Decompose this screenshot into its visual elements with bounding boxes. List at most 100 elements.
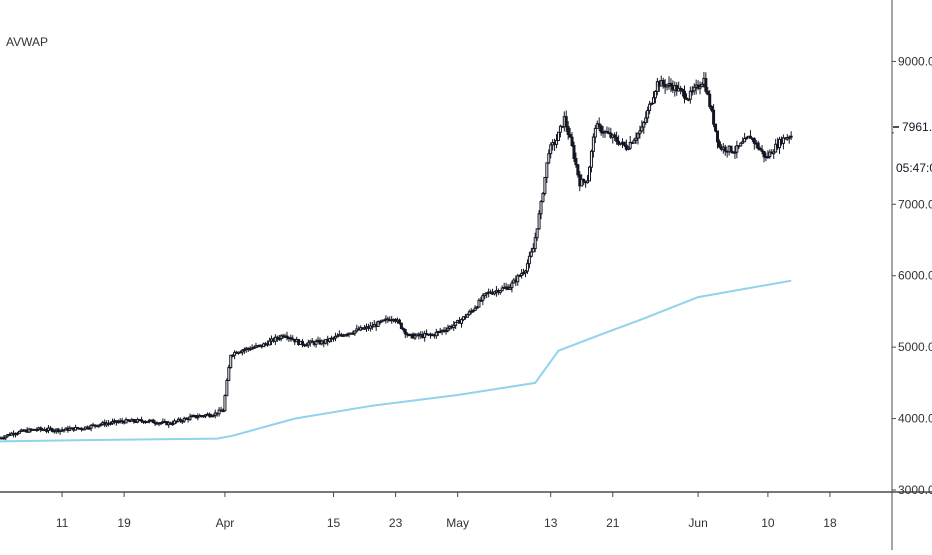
candle-body: [39, 427, 43, 430]
candle-body: [743, 138, 747, 143]
x-tick-label: Jun: [688, 516, 707, 530]
candle-body: [615, 136, 619, 142]
candle-body: [626, 147, 630, 150]
candle-body: [547, 153, 551, 164]
candle-body: [739, 142, 743, 147]
avwap-line: [0, 279, 792, 443]
candle-body: [568, 134, 572, 138]
candle-body: [688, 90, 692, 100]
candle-body: [145, 421, 149, 424]
candle-body: [698, 86, 702, 89]
candle-body: [353, 330, 357, 334]
candle-body: [524, 270, 528, 274]
candle-body: [605, 131, 609, 134]
candle-body: [345, 333, 349, 336]
candle-body: [460, 319, 464, 324]
candle-body: [752, 138, 756, 144]
candle-body: [522, 272, 526, 275]
candle-body: [376, 321, 380, 327]
price-tag[interactable]: 7961.0 05:47:00: [893, 117, 932, 177]
candle-body: [587, 166, 591, 182]
candle-body: [712, 109, 716, 125]
price-tag-background: [894, 117, 932, 177]
candle-body: [756, 142, 760, 149]
candle-body: [434, 331, 438, 337]
candle-body: [397, 319, 401, 324]
candle-body: [628, 142, 632, 149]
candle-body: [50, 428, 54, 432]
candle-body: [564, 116, 568, 128]
candle-body: [489, 291, 493, 294]
candle-body: [403, 329, 407, 335]
candle-body: [582, 178, 586, 182]
candle-body: [223, 395, 227, 412]
candle-body: [613, 134, 617, 138]
candle-body: [2, 437, 6, 440]
candle-body: [566, 126, 570, 136]
candle-body: [85, 426, 89, 429]
candle-body: [535, 228, 539, 239]
candle-body: [781, 137, 785, 144]
candle-body: [599, 125, 603, 133]
candle-body: [665, 84, 669, 88]
x-tick-label: May: [446, 516, 469, 530]
candle-body: [679, 87, 683, 91]
candle-body: [413, 335, 417, 339]
candle-body: [729, 145, 733, 153]
candle-body: [661, 80, 665, 85]
candle-body: [745, 137, 749, 140]
candle-body: [17, 430, 21, 434]
candle-body: [225, 379, 229, 397]
price-tag-countdown: 05:47:00: [896, 161, 932, 175]
candle-body: [572, 144, 576, 159]
candle-body: [733, 151, 737, 154]
candle-body: [273, 336, 277, 342]
indicator-label: AVWAP: [6, 35, 48, 49]
candle-body: [89, 424, 93, 429]
x-tick-label: 10: [761, 516, 775, 530]
y-tick-label: 7000.0: [898, 197, 932, 211]
candle-body: [653, 91, 657, 99]
candle-body: [518, 274, 522, 277]
candle-body: [452, 324, 456, 329]
candle-body: [555, 139, 559, 145]
candle-body: [231, 354, 235, 357]
candle-body: [268, 340, 272, 346]
candle-body: [467, 311, 471, 316]
candles-layer: [0, 71, 793, 441]
y-tick-label: 5000.0: [898, 340, 932, 354]
candle-body: [700, 83, 704, 88]
candle-body: [714, 123, 718, 132]
candle-body: [126, 419, 130, 422]
candle-body: [684, 97, 688, 100]
candle-body: [533, 237, 537, 250]
candle-body: [159, 422, 163, 425]
candle-body: [328, 338, 332, 342]
candle-body: [314, 340, 318, 345]
candle-body: [516, 275, 520, 283]
candle-body: [644, 117, 648, 123]
y-tick-label: 6000.0: [898, 269, 932, 283]
x-tick-label: 19: [117, 516, 131, 530]
candle-body: [723, 146, 727, 152]
x-tick-label: Apr: [216, 516, 235, 530]
candle-body: [401, 328, 405, 331]
candle-body: [591, 136, 595, 152]
candle-body: [543, 176, 547, 194]
price-tag-value: 7961.0: [902, 120, 932, 134]
x-tick-label: 23: [389, 516, 403, 530]
candle-body: [704, 77, 708, 92]
candle-body: [525, 263, 529, 272]
candle-body: [632, 139, 636, 144]
candle-body: [529, 251, 533, 257]
candle-body: [758, 147, 762, 151]
candle-body: [178, 418, 182, 422]
candle-body: [188, 416, 192, 420]
candle-body: [655, 81, 659, 93]
y-tick-label: 3000.0: [898, 483, 932, 497]
candle-body: [774, 143, 778, 153]
candle-body: [706, 90, 710, 95]
candle-body: [545, 162, 549, 178]
candle-body: [454, 321, 458, 326]
